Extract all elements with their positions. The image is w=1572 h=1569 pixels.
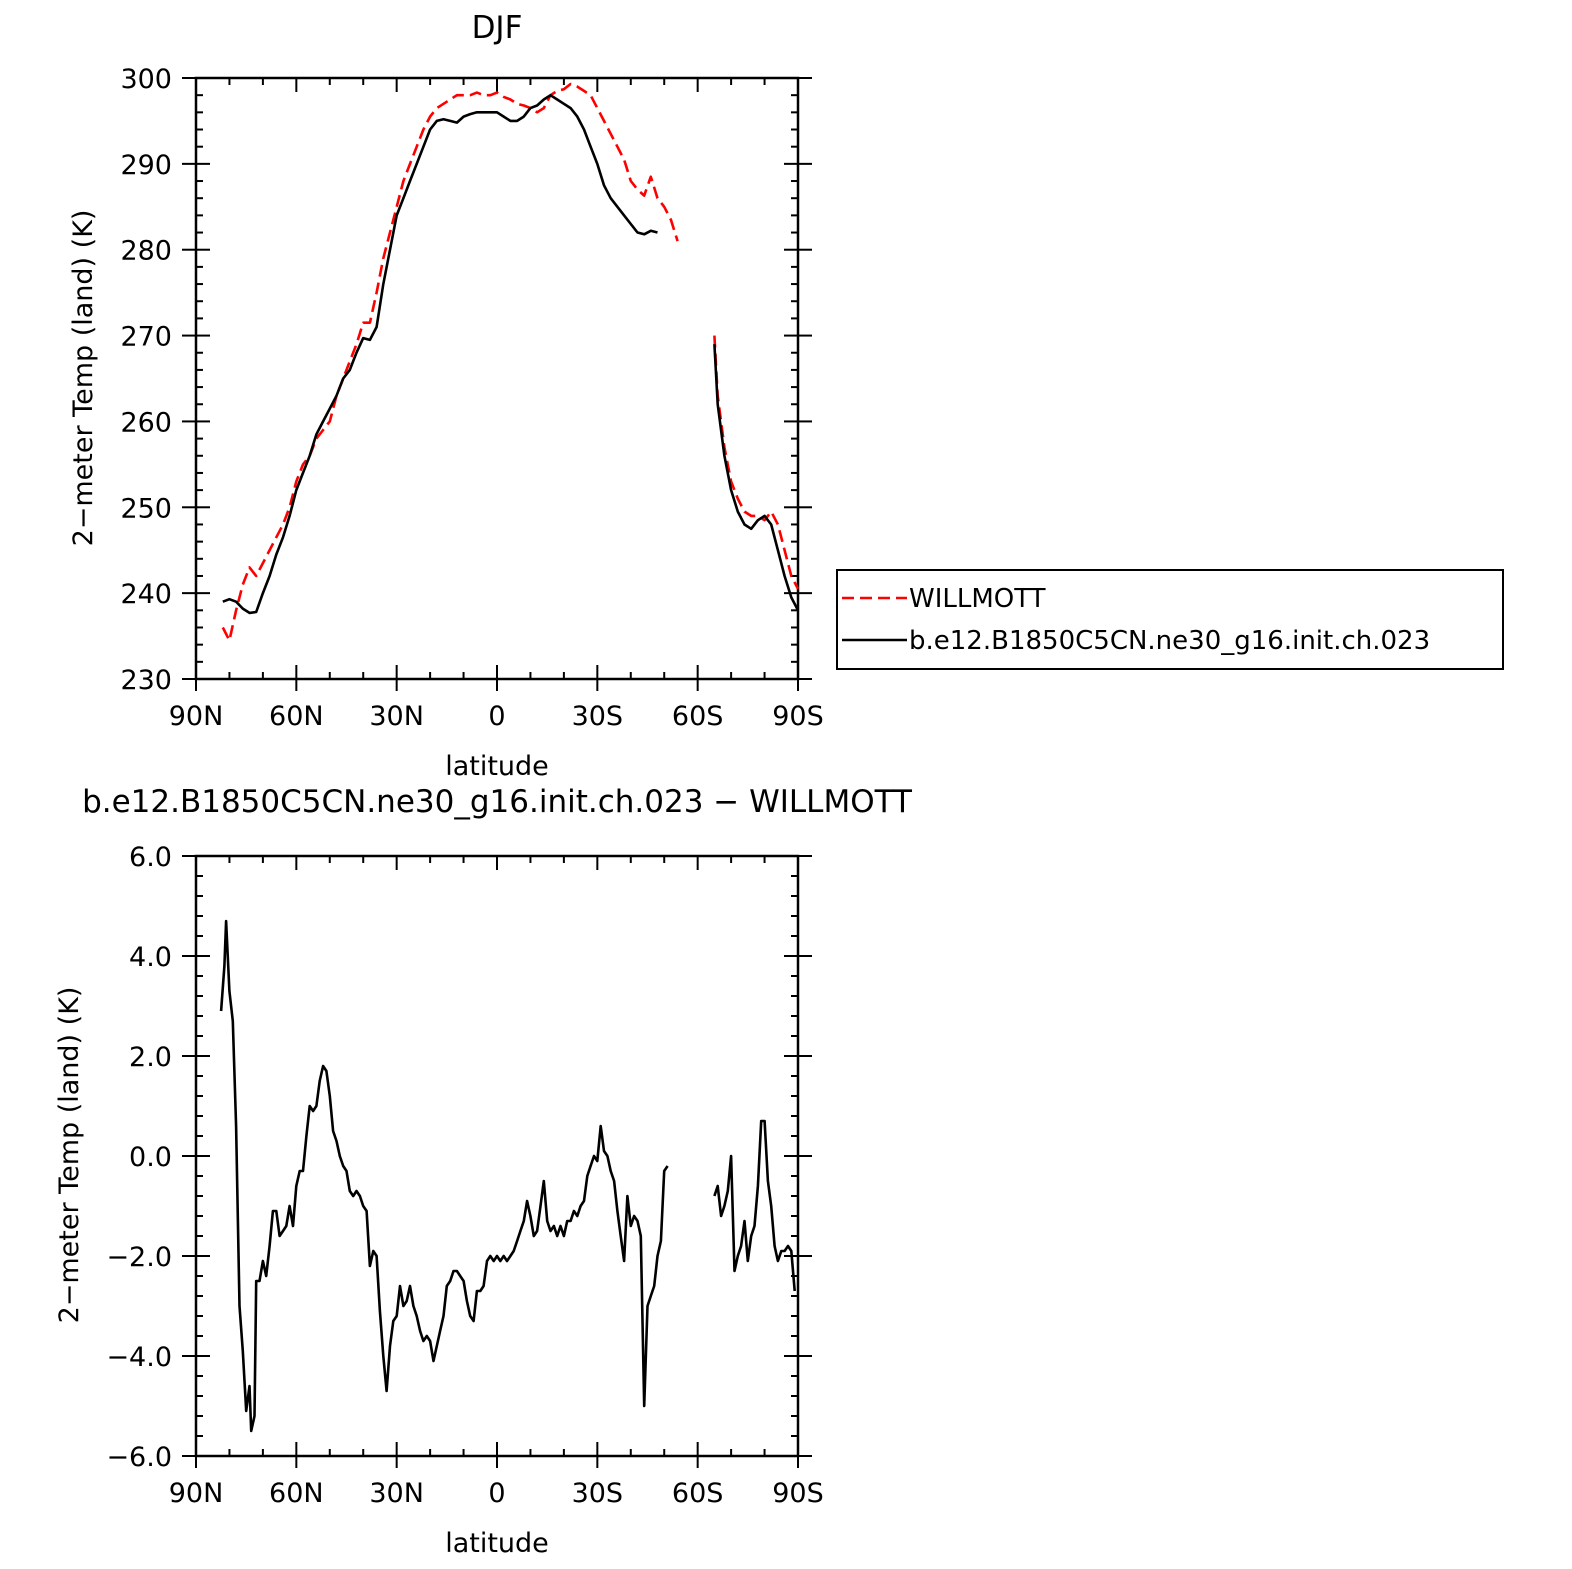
bottom-chart-x-tick-label: 0 xyxy=(488,1478,505,1509)
bottom-chart: b.e12.B1850C5CN.ne30_g16.init.ch.023 − W… xyxy=(54,784,913,1559)
bottom-chart-x-axis-title: latitude xyxy=(445,1528,549,1559)
bottom-chart-y-tick-label: 6.0 xyxy=(129,842,172,873)
legend-box xyxy=(836,569,1504,670)
bottom-chart-x-tick-label: 30N xyxy=(369,1478,424,1509)
bottom-chart-x-tick-label: 30S xyxy=(572,1478,624,1509)
top-chart-series-line-1 xyxy=(713,344,800,611)
top-chart-x-tick-label: 90S xyxy=(772,701,824,732)
bottom-chart-frame xyxy=(194,854,800,1458)
top-chart-y-tick-label: 300 xyxy=(120,64,172,95)
top-chart-y-tick-label: 270 xyxy=(120,322,172,353)
bottom-chart-x-tick-label: 90S xyxy=(772,1478,824,1509)
top-chart-series-line-1 xyxy=(222,93,658,615)
bottom-chart-y-tick-label: −6.0 xyxy=(106,1442,172,1473)
bottom-chart-y-tick-label: 4.0 xyxy=(129,942,172,973)
bottom-chart-x-tick-label: 90N xyxy=(169,1478,224,1509)
top-chart-x-tick-label: 60N xyxy=(269,701,324,732)
top-chart: DJF 90N 60N 30N 0 30S 60S 90S 230 240 250 260 270 28… xyxy=(68,10,824,782)
bottom-chart-series-line-0 xyxy=(219,919,669,1433)
top-chart-y-tick-label: 280 xyxy=(120,236,172,267)
bottom-chart-x-tick-label: 60S xyxy=(672,1478,724,1509)
top-chart-x-tick-label: 30N xyxy=(369,701,424,732)
bottom-chart-y-tick-label: 2.0 xyxy=(129,1042,172,1073)
top-chart-y-tick-label: 260 xyxy=(120,407,172,438)
top-chart-y-tick-label: 230 xyxy=(120,665,172,696)
top-chart-y-axis-title: 2−meter Temp (land) (K) xyxy=(68,210,99,547)
bottom-chart-title: b.e12.B1850C5CN.ne30_g16.init.ch.023 − W… xyxy=(82,784,913,820)
bottom-chart-x-tick-label: 60N xyxy=(269,1478,324,1509)
top-chart-x-tick-label: 90N xyxy=(169,701,224,732)
top-chart-y-tick-label: 290 xyxy=(120,150,172,181)
top-chart-x-axis-title: latitude xyxy=(445,751,549,782)
top-chart-x-tick-label: 0 xyxy=(488,701,505,732)
bottom-chart-plot-area: 90N 60N 30N 0 30S 60S 90S −6.0 −4.0 −2.0 0.0 2.0 4.0… xyxy=(106,842,823,1509)
bottom-chart-y-axis-title: 2−meter Temp (land) (K) xyxy=(54,987,85,1324)
top-chart-y-tick-label: 250 xyxy=(120,493,172,524)
bottom-chart-y-tick-label: 0.0 xyxy=(129,1142,172,1173)
bottom-chart-y-tick-label: −4.0 xyxy=(106,1342,172,1373)
top-chart-x-tick-label: 60S xyxy=(672,701,724,732)
bottom-chart-y-tick-label: −2.0 xyxy=(106,1242,172,1273)
top-chart-frame xyxy=(194,76,800,681)
top-chart-series-line-0 xyxy=(713,335,800,590)
top-chart-series-line-0 xyxy=(221,82,679,642)
bottom-chart-series-line-0 xyxy=(713,1119,796,1292)
top-chart-y-tick-label: 240 xyxy=(120,579,172,610)
legend-label-willmott: WILLMOTT xyxy=(909,584,1046,614)
legend-label-model: b.e12.B1850C5CN.ne30_g16.init.ch.023 xyxy=(909,626,1430,656)
top-chart-plot-area: 90N 60N 30N 0 30S 60S 90S 230 240 250 260 270 280 290… xyxy=(120,64,823,732)
top-chart-title: DJF xyxy=(472,10,523,46)
legend: WILLMOTT b.e12.B1850C5CN.ne30_g16.init.c… xyxy=(836,569,1504,670)
top-chart-x-tick-label: 30S xyxy=(572,701,624,732)
